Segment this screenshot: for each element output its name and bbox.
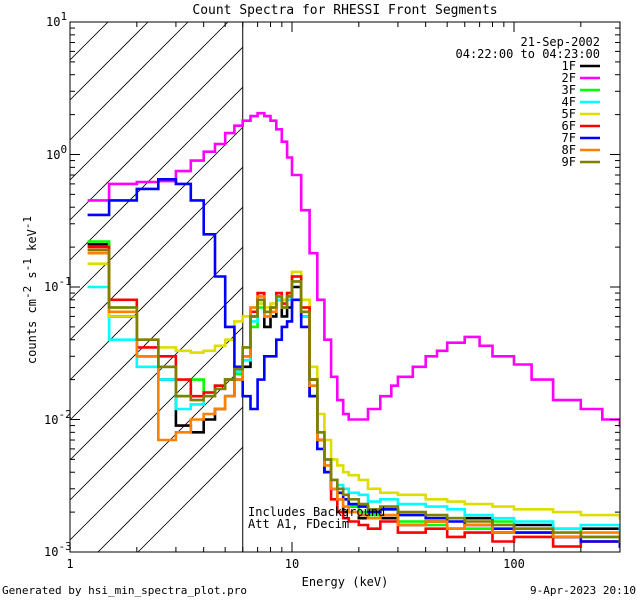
y-tick-labels: 10-3 10-2 10-1 100 101: [44, 10, 72, 559]
y-tick-label: 101: [46, 10, 67, 29]
y-axis-label: counts cm-2 s-1 keV-1: [21, 216, 39, 364]
axis-ticks: [69, 21, 621, 553]
legend-label-5F: 5F: [562, 107, 576, 121]
y-tick-label: 10-3: [44, 540, 72, 559]
annotation-attenuator: Att A1, FDecim: [248, 517, 349, 531]
hatch-mask: [242, 22, 620, 552]
legend-label-7F: 7F: [562, 131, 576, 145]
x-tick-label: 10: [285, 557, 299, 571]
x-tick-labels: 1 10 100: [66, 557, 524, 571]
x-tick-label: 1: [66, 557, 73, 571]
legend-label-9F: 9F: [562, 155, 576, 169]
hatch-line: [70, 22, 229, 181]
hatch-line: [70, 22, 189, 141]
shaded-region: [70, 22, 620, 552]
legend-label-2F: 2F: [562, 71, 576, 85]
y-tick-label: 10-2: [44, 408, 72, 427]
footer-timestamp: 9-Apr-2023 20:10: [530, 584, 636, 597]
series-line-2F: [87, 111, 620, 451]
legend-label-4F: 4F: [562, 95, 576, 109]
hatch-line: [70, 22, 309, 261]
legend-label-3F: 3F: [562, 83, 576, 97]
series-line-9F: [87, 248, 620, 548]
legend-label-6F: 6F: [562, 119, 576, 133]
legend-label-8F: 8F: [562, 143, 576, 157]
legend-label-1F: 1F: [562, 59, 576, 73]
footer-generated-by: Generated by hsi_min_spectra_plot.pro: [2, 584, 247, 597]
annotation-background: Includes Background: [248, 505, 385, 519]
chart-title: Count Spectra for RHESSI Front Segments: [192, 3, 497, 18]
y-tick-label: 100: [46, 143, 67, 162]
hatch-line: [70, 22, 389, 341]
x-axis-label: Energy (keV): [302, 575, 389, 589]
series-layer: [87, 111, 620, 552]
date-label: 21-Sep-2002: [521, 35, 600, 49]
time-range-label: 04:22:00 to 04:23:00: [456, 47, 601, 61]
hatch-line: [70, 22, 269, 221]
y-tick-label: 10-1: [44, 275, 72, 294]
x-tick-label: 100: [503, 557, 525, 571]
